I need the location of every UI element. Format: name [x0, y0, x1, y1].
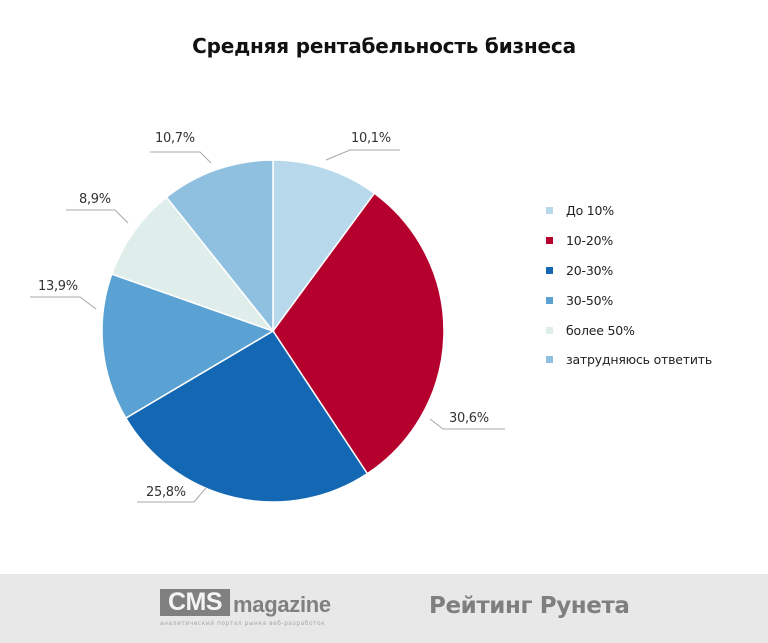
legend-swatch-icon	[546, 356, 553, 364]
leader-line-unsure	[150, 151, 212, 164]
leader-line-10-20	[429, 418, 505, 430]
legend-label: 20-30%	[566, 262, 613, 278]
data-label-20-30: 25,8%	[146, 485, 186, 500]
legend-swatch-icon	[546, 207, 553, 215]
legend-item-10-20: 10-20%	[546, 226, 712, 256]
pie-slice-unsure	[165, 159, 274, 334]
cms-tagline: аналитический портал рынка веб-разработо…	[160, 621, 326, 627]
pie-slice-10-20	[272, 192, 445, 475]
cms-logo-word: magazine	[233, 592, 331, 617]
legend-item-20-30: 20-30%	[546, 256, 712, 286]
legend-swatch-icon	[546, 237, 553, 245]
leader-line-do-10	[325, 149, 400, 161]
pie-chart	[30, 149, 505, 503]
pie-slice-20-30	[124, 329, 369, 503]
pie-slice-do-10	[272, 159, 376, 334]
legend: До 10% 10-20% 20-30% 30-50% более 50% за…	[546, 196, 712, 375]
legend-label: затрудняюсь ответить	[566, 352, 713, 368]
legend-label: До 10%	[566, 203, 614, 219]
legend-label: 30-50%	[566, 292, 613, 308]
leader-line-over-50	[66, 209, 129, 224]
chart-title: Средняя рентабельность бизнеса	[192, 34, 576, 58]
legend-swatch-icon	[546, 296, 553, 304]
data-label-unsure: 10,7%	[155, 131, 195, 146]
legend-swatch-icon	[546, 326, 553, 334]
leader-line-30-50	[30, 296, 97, 310]
leader-line-20-30	[137, 487, 207, 503]
cms-logo-box: CMS	[160, 589, 230, 616]
legend-item-over-50: более 50%	[546, 315, 712, 345]
data-label-10-20: 30,6%	[449, 411, 489, 426]
footer: CMS magazine аналитический портал рынка …	[0, 574, 768, 643]
data-label-30-50: 13,9%	[38, 279, 78, 294]
pie-slice-30-50	[101, 273, 275, 420]
legend-item-do-10: До 10%	[546, 196, 712, 226]
legend-swatch-icon	[546, 266, 553, 274]
rating-runeta-logo: Рейтинг Рунета	[429, 593, 630, 619]
data-label-do-10: 10,1%	[351, 131, 391, 146]
pie-slice-over-50	[110, 196, 276, 333]
legend-label: более 50%	[566, 322, 635, 338]
legend-item-unsure: затрудняюсь ответить	[546, 345, 712, 375]
data-label-over-50: 8,9%	[79, 192, 111, 207]
legend-label: 10-20%	[566, 233, 613, 249]
legend-item-30-50: 30-50%	[546, 285, 712, 315]
